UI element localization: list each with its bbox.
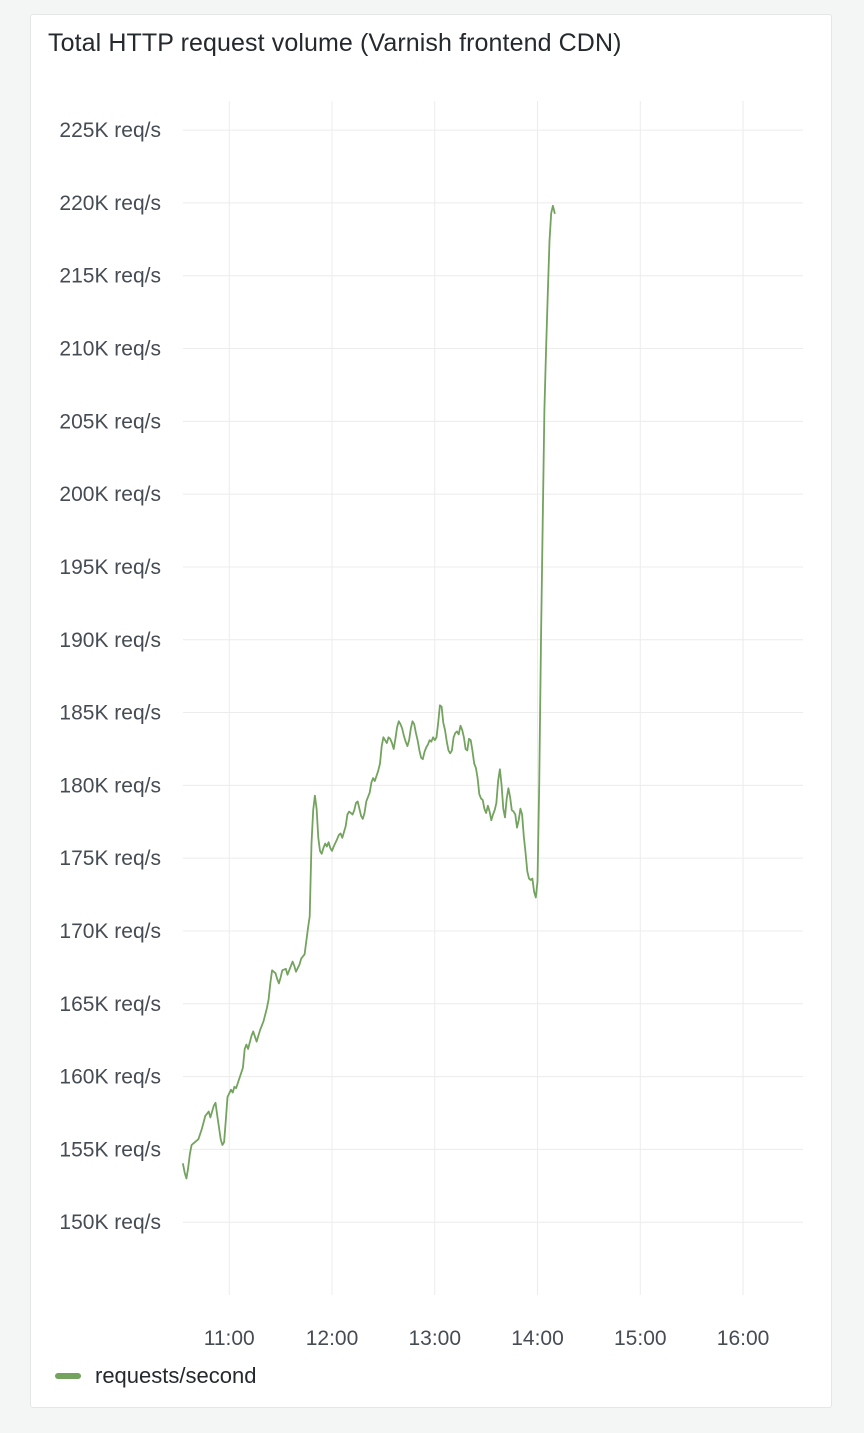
y-tick-label: 175K req/s	[59, 847, 161, 870]
y-tick-label: 220K req/s	[59, 192, 161, 215]
x-tick-label: 16:00	[717, 1327, 770, 1350]
y-tick-label: 200K req/s	[59, 483, 161, 506]
y-tick-label: 195K req/s	[59, 556, 161, 579]
y-tick-label: 155K req/s	[59, 1138, 161, 1161]
x-grid	[228, 101, 744, 1295]
x-tick-label: 14:00	[511, 1327, 564, 1350]
panel-title: Total HTTP request volume (Varnish front…	[48, 29, 622, 57]
y-tick-label: 150K req/s	[59, 1211, 161, 1234]
y-tick-label: 160K req/s	[59, 1066, 161, 1089]
y-axis-ticks: 150K req/s 155K req/s 160K req/s 165K req/s…	[59, 119, 161, 1234]
y-tick-label: 185K req/s	[59, 702, 161, 725]
chart-panel: Total HTTP request volume (Varnish front…	[30, 14, 832, 1408]
y-grid	[183, 129, 803, 1223]
legend[interactable]: requests/second	[55, 1363, 256, 1389]
y-tick-label: 225K req/s	[59, 119, 161, 142]
legend-swatch	[55, 1373, 81, 1379]
x-axis-ticks: 11:00 12:00 13:00 14:00 15:00 16:00	[204, 1327, 770, 1350]
x-tick-label: 15:00	[614, 1327, 667, 1350]
y-tick-label: 210K req/s	[59, 338, 161, 361]
legend-label: requests/second	[95, 1363, 257, 1388]
line-chart[interactable]: 150K req/s 155K req/s 160K req/s 165K req/s…	[31, 15, 833, 1409]
y-tick-label: 205K req/s	[59, 410, 161, 433]
y-tick-label: 170K req/s	[59, 920, 161, 943]
y-tick-label: 180K req/s	[59, 774, 161, 797]
y-tick-label: 215K req/s	[59, 265, 161, 288]
x-tick-label: 13:00	[408, 1327, 461, 1350]
x-tick-label: 11:00	[204, 1327, 255, 1350]
y-tick-label: 190K req/s	[59, 629, 161, 652]
series-line-requests-per-second[interactable]	[182, 204, 556, 1180]
x-tick-label: 12:00	[306, 1327, 359, 1350]
y-tick-label: 165K req/s	[59, 993, 161, 1016]
